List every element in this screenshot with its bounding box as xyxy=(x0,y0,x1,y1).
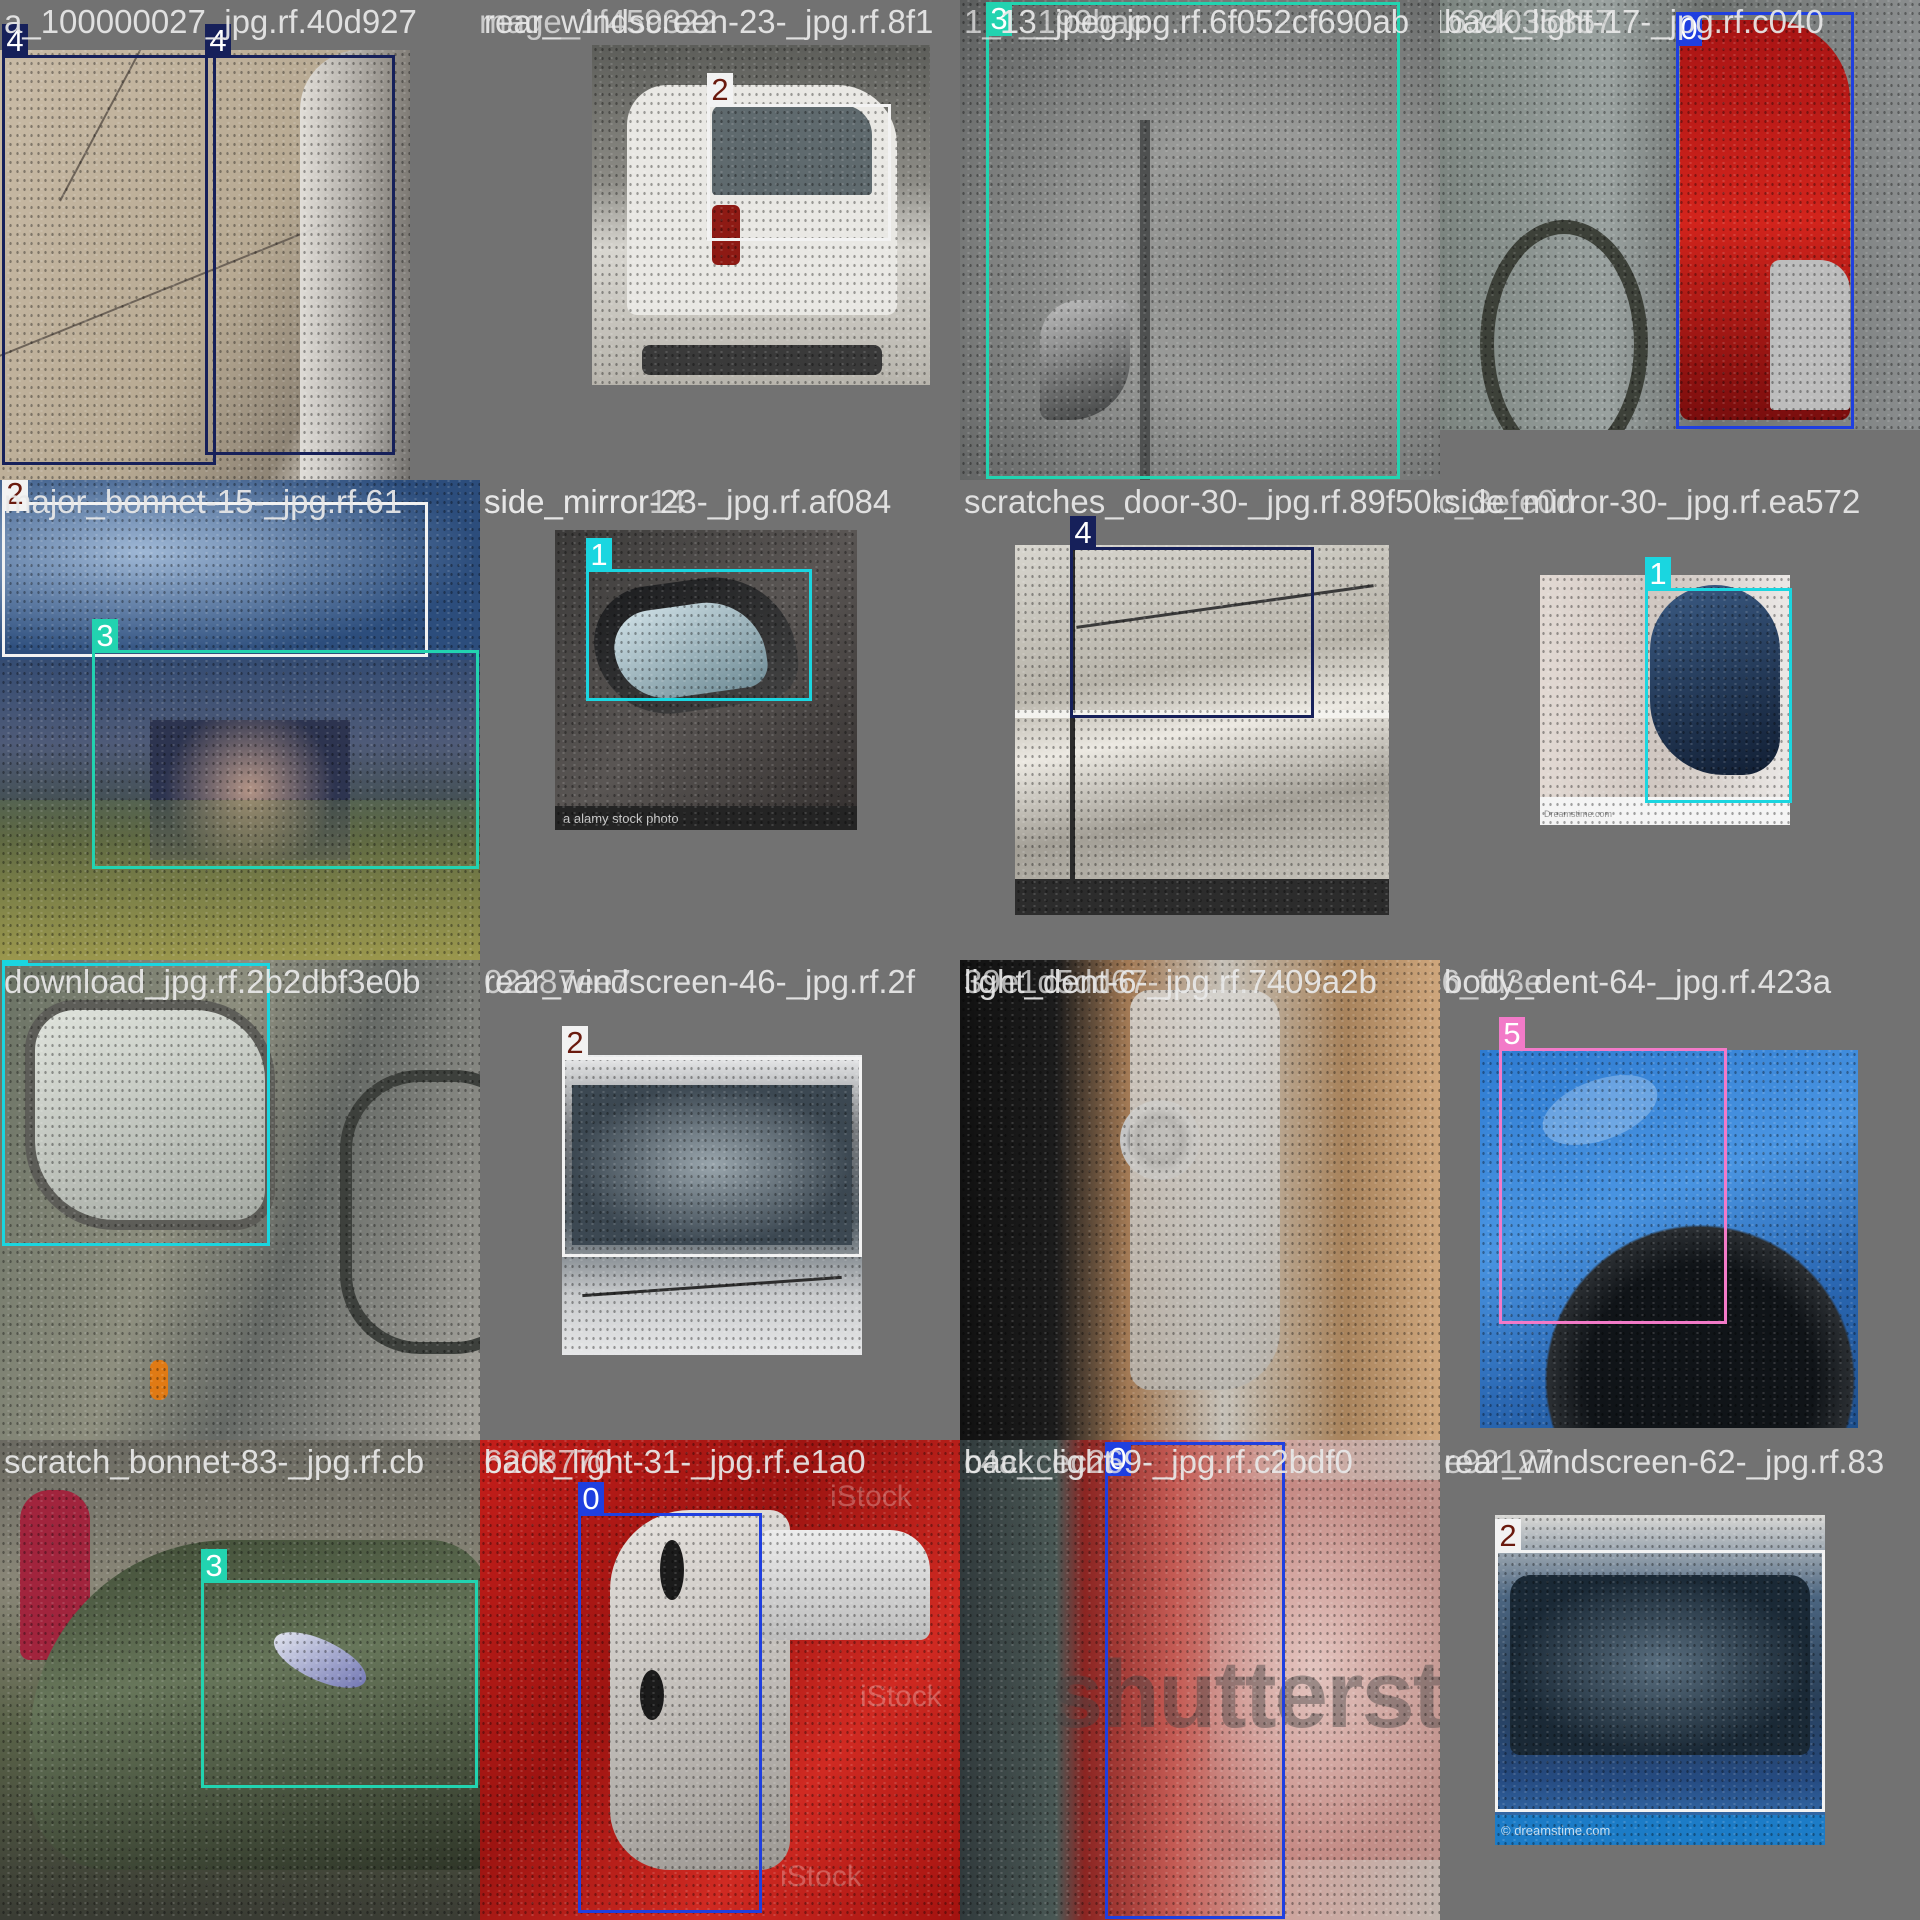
bbox-class-1: 1 xyxy=(586,538,812,701)
image-filename-overlap: 02287ee7 xyxy=(484,963,631,1000)
bbox-class-1: 1 xyxy=(2,960,270,1246)
bbox-label: 1 xyxy=(2,960,28,966)
bbox-class-3: 3 xyxy=(986,2,1400,479)
tile-5: 2 3 major_bonnet-15-_jpg.rf.61 xyxy=(0,480,480,960)
image-filename-overlap: 3c_3efe0d xyxy=(1440,483,1575,520)
bbox-label: 1 xyxy=(1645,557,1671,591)
image-filename: rear_windscreen-62-_jpg.rf.83 xyxy=(1444,1443,1885,1480)
bbox-label: 4 xyxy=(2,24,28,58)
bbox-label: 2 xyxy=(562,1026,588,1060)
bbox-label: 0 xyxy=(578,1482,604,1516)
bbox-class-0: 0 xyxy=(1676,12,1854,429)
bbox-class-2: 2 xyxy=(1495,1519,1825,1812)
tile-4: 0 back_light-17-_jpg.rf.c040 1634035857 xyxy=(1440,0,1920,480)
bbox-label: 2 xyxy=(1495,1519,1521,1553)
tile-7: 4 scratches_door-30-_jpg.rf.89f50b xyxy=(960,480,1440,960)
image-filename-overlap: e92127 xyxy=(1444,1443,1555,1480)
tile-13: 3 scratch_bonnet-83-_jpg.rf.cb xyxy=(0,1440,480,1920)
bbox-label: 4 xyxy=(1070,516,1096,550)
bbox-class-2: 2 xyxy=(2,480,428,657)
bbox-label: 2 xyxy=(2,480,28,511)
bbox-label: 1 xyxy=(586,538,612,572)
bbox-label: 3 xyxy=(92,619,118,653)
watermark-istock: iStock xyxy=(860,1680,942,1713)
tile-15: shutterstock 0 back_light-9-_jpg.rf.c2bd… xyxy=(960,1440,1440,1920)
tile-11: light_dent-6-_jpg.rf.7409a2b 39e1d5dd67- xyxy=(960,960,1440,1440)
bbox-class-0: 0 xyxy=(578,1482,762,1913)
image-filename-overlap: side_mirror14 xyxy=(484,483,686,520)
tile-2: 2 rear_windscreen-23-_jpg.rf.8f1 Image_1… xyxy=(480,0,960,480)
bbox-class-4: 4 xyxy=(1070,516,1314,718)
bbox-class-4: 4 xyxy=(205,24,395,455)
bbox-class-2: 2 xyxy=(562,1026,862,1257)
tile-10: 2 rear_windscreen-46-_jpg.rf.2f 02287ee7 xyxy=(480,960,960,1440)
bbox-class-4: 4 xyxy=(2,24,216,465)
tile-14: iStock iStock iStock 0 back_light-31-_jp… xyxy=(480,1440,960,1920)
watermark-dreamstime: Dreamstime.com xyxy=(1544,809,1613,819)
image-filename-overlap: c6_fd3e xyxy=(1440,963,1543,1000)
tile-8: Dreamstime.com 1 side_mirror-30-_jpg.rf.… xyxy=(1440,480,1920,960)
bbox-label: 3 xyxy=(201,1549,227,1583)
bbox-label: 0 xyxy=(1676,12,1702,46)
bbox-class-3: 3 xyxy=(201,1549,478,1788)
bbox-label: 3 xyxy=(986,2,1012,36)
image-filename: side_mirror-23-_jpg.rf.af084 xyxy=(484,483,892,520)
bbox-class-2: 2 xyxy=(707,73,891,241)
bbox-class-3: 3 xyxy=(92,619,479,869)
watermark-istock: iStock xyxy=(830,1480,912,1513)
bbox-class-1: 1 xyxy=(1645,557,1792,803)
image-filename: side_mirror-30-_jpg.rf.ea572 xyxy=(1444,483,1861,520)
bbox-label: 2 xyxy=(707,73,733,107)
bbox-label: 5 xyxy=(1499,1017,1525,1051)
tile-12: 5 body_dent-64-_jpg.rf.423a c6_fd3e xyxy=(1440,960,1920,1440)
tile-16: © dreamstime.com 2 rear_windscreen-62-_j… xyxy=(1440,1440,1920,1920)
watermark-dreamstime: © dreamstime.com xyxy=(1501,1823,1611,1838)
image-filename: scratches_door-30-_jpg.rf.89f50b xyxy=(964,483,1440,520)
tile-3: 3 13_jpeg.jpg.rf.6f052cf690ab 1_1_199bac xyxy=(960,0,1440,480)
image-filename: body_dent-64-_jpg.rf.423a xyxy=(1444,963,1832,1000)
bbox-class-5: 5 xyxy=(1499,1017,1727,1324)
bbox-label: 4 xyxy=(205,24,231,58)
tile-9: 1 download_jpg.rf.2b2dbf3e0b xyxy=(0,960,480,1440)
watermark-alamy: a alamy stock photo xyxy=(563,811,679,826)
tile-6: a alamy stock photo 1 side_mirror-23-_jp… xyxy=(480,480,960,960)
tile-1: 4 4 a_100000027_jpg.rf.40d927 xyxy=(0,0,480,480)
bbox-label: 0 xyxy=(1105,1442,1131,1476)
bbox-class-0: 0 xyxy=(1105,1442,1285,1919)
photo-light-dent xyxy=(960,960,1440,1440)
image-filename-overlap: Image_1f459322 xyxy=(480,3,718,40)
watermark-shutterstock: shutterstock xyxy=(1050,1641,1440,1748)
image-filename: rear_windscreen-46-_jpg.rf.2f xyxy=(484,963,916,1000)
watermark-istock: iStock xyxy=(780,1860,862,1893)
image-filename: rear_windscreen-23-_jpg.rf.8f1 xyxy=(484,3,934,40)
